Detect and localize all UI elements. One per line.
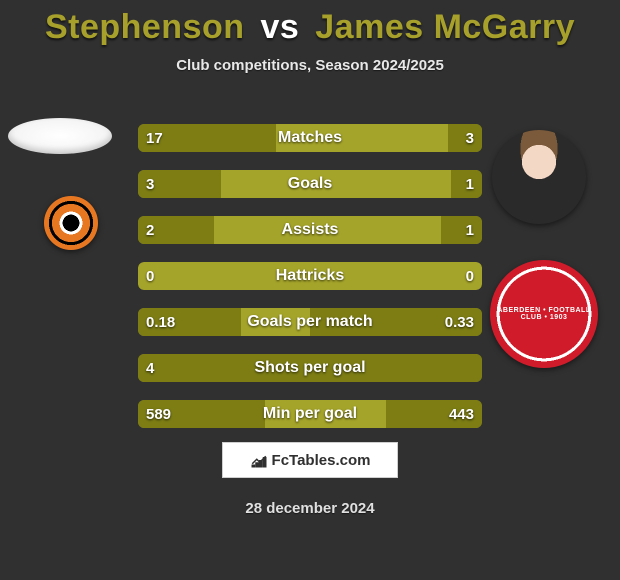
metric-fill-right bbox=[310, 308, 482, 336]
title-left: Stephenson bbox=[45, 8, 245, 46]
metric-fill-left bbox=[138, 354, 482, 382]
comparison-rows: 173Matches 31Goals 21Assists 00Hattricks 0.1… bbox=[138, 124, 482, 446]
metric-row: 4Shots per goal bbox=[138, 354, 482, 382]
club-left-crest bbox=[44, 196, 98, 250]
metric-fill-left bbox=[138, 124, 276, 152]
player-right-avatar bbox=[492, 130, 586, 224]
chart-icon bbox=[250, 451, 268, 469]
metric-fill-right bbox=[441, 216, 482, 244]
metric-fill-left bbox=[138, 170, 221, 198]
metric-row: 31Goals bbox=[138, 170, 482, 198]
metric-row: 21Assists bbox=[138, 216, 482, 244]
metric-fill-left bbox=[138, 216, 214, 244]
metric-row: 173Matches bbox=[138, 124, 482, 152]
player-left-avatar bbox=[8, 118, 112, 154]
metric-row: 0.180.33Goals per match bbox=[138, 308, 482, 336]
fctables-badge[interactable]: FcTables.com bbox=[222, 442, 398, 478]
metric-row: 589443Min per goal bbox=[138, 400, 482, 428]
metric-fill-left bbox=[138, 400, 265, 428]
title-right: James McGarry bbox=[315, 8, 575, 46]
metric-fill-left bbox=[138, 308, 241, 336]
metric-fill-right bbox=[386, 400, 482, 428]
date: 28 december 2024 bbox=[0, 500, 620, 517]
subtitle: Club competitions, Season 2024/2025 bbox=[0, 57, 620, 74]
metric-fill-right bbox=[451, 170, 482, 198]
page-title: Stephenson vs James McGarry bbox=[0, 0, 620, 47]
metric-row: 00Hattricks bbox=[138, 262, 482, 290]
fctables-label: FcTables.com bbox=[272, 452, 371, 469]
club-right-crest bbox=[490, 260, 598, 368]
metric-fill-right bbox=[448, 124, 482, 152]
metric-track bbox=[138, 262, 482, 290]
title-vs: vs bbox=[260, 8, 299, 46]
